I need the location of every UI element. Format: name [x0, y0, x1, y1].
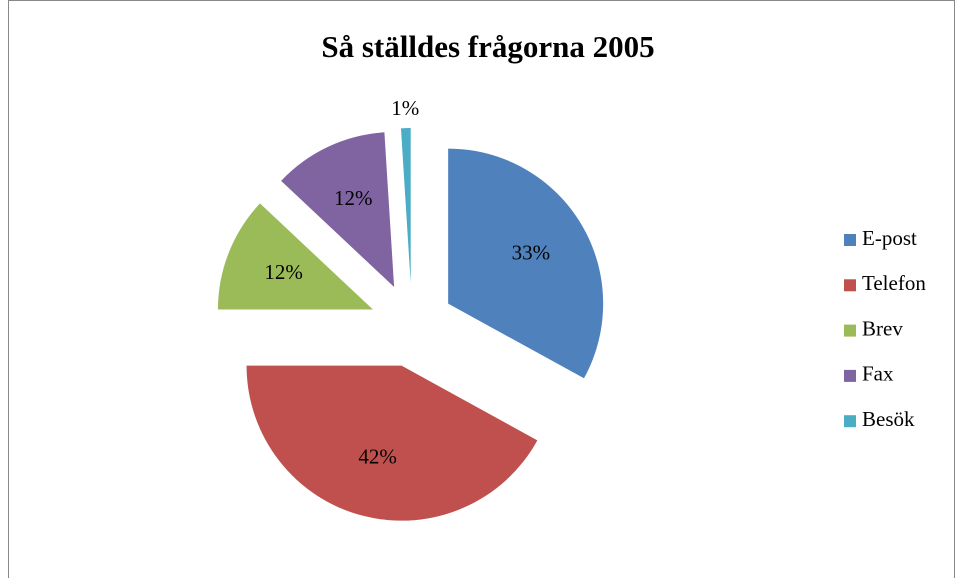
legend-label: E-post	[862, 226, 917, 250]
legend-label: Telefon	[862, 271, 926, 295]
legend-label: Brev	[862, 316, 903, 340]
data-label: 42%	[358, 445, 397, 469]
legend-swatch	[844, 369, 856, 382]
data-label: 12%	[334, 186, 373, 210]
legend-swatch	[844, 279, 856, 292]
data-label: 33%	[512, 241, 551, 265]
pie-slice	[281, 132, 395, 287]
data-label: 1%	[391, 96, 419, 120]
pie-slice	[448, 148, 604, 379]
pie-slice	[400, 128, 411, 284]
chart-title: Så ställdes frågorna 2005	[321, 29, 654, 64]
legend-label: Fax	[862, 362, 894, 386]
pie-slice	[246, 365, 538, 521]
legend-label: Besök	[862, 407, 915, 431]
legend-swatch	[844, 415, 856, 428]
legend-swatch	[844, 234, 856, 246]
legend-swatch	[844, 324, 856, 337]
pie-slice	[217, 203, 373, 310]
data-label: 12%	[264, 260, 303, 284]
